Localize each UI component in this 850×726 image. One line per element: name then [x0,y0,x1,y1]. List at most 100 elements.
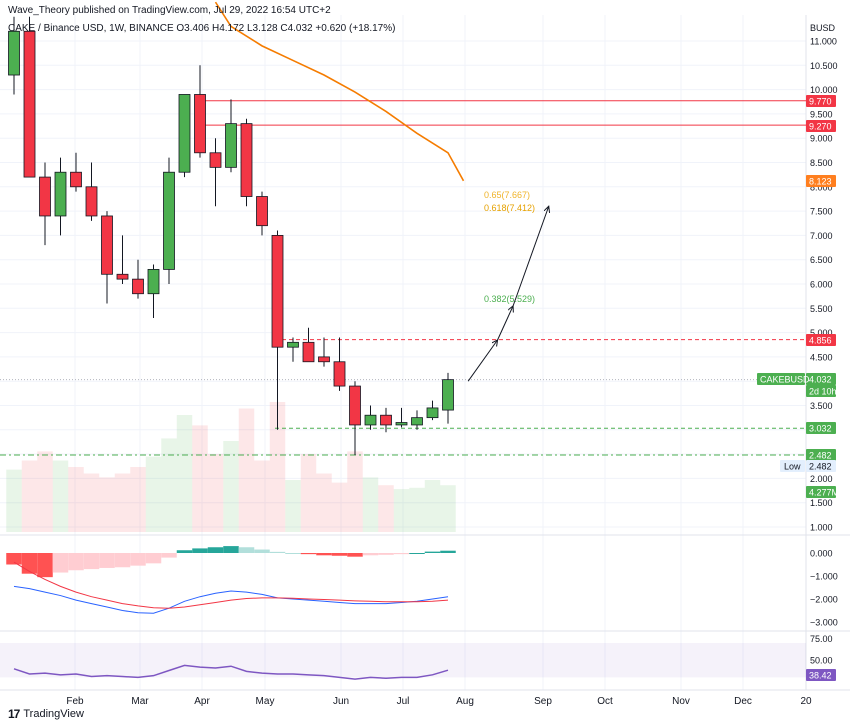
ticker-tag-text: CAKEBUSD [760,375,810,385]
price-label-box [806,669,836,681]
volume-bar [207,454,224,532]
price-label-box [806,422,836,434]
price-label-text: 2d 10h [809,387,837,397]
price-tick-label: 9.000 [810,134,833,144]
price-grid [0,15,850,691]
macd-histogram-bar [161,553,177,558]
price-tick-label: 4.500 [810,352,833,362]
candle-body [147,269,160,295]
rsi-band [0,643,806,678]
brand-name: TradingView [23,708,84,720]
candlestick-series [8,16,454,456]
candle-body [70,171,82,188]
price-tick-label: 2.000 [810,474,833,484]
candle-body [240,123,253,197]
volume-bar [409,487,425,532]
candle-body [132,278,144,295]
tradingview-logo-icon: 17 [8,707,20,721]
price-label-box [806,95,836,107]
price-axis[interactable]: BUSD 11.000 10.500 10.000 9.500 9.000 8.500 8.0… [810,23,838,666]
price-tick-label: 3.500 [810,401,833,411]
month-tick-label: Nov [672,696,690,707]
macd-histogram-bar [424,551,441,553]
macd-histogram-bar [145,553,162,564]
moving-average [214,1,465,182]
volume-bar [161,438,177,532]
volume-area [6,402,456,532]
macd-histogram-bar [6,553,22,565]
volume-bar [440,485,456,532]
macd-histogram-bar [21,553,38,574]
volume-bar [21,460,38,532]
volume-bar [347,451,363,532]
candle-body [395,422,408,426]
volume-bar [424,480,441,532]
price-label-text: 9.270 [809,122,832,132]
macd-histogram-bar [378,553,394,555]
axis-currency-label: BUSD [810,23,836,33]
candle-body [271,234,284,348]
price-tick-label: 9.500 [810,109,833,119]
candle-body [39,176,51,217]
symbol-ohlc-line: CAKE / Binance USD, 1W, BINANCE O3.406 H… [8,23,396,34]
macd-histogram-bar [207,547,224,553]
month-tick-label: May [256,696,275,707]
macd-histogram-bar [409,553,425,554]
price-label-text: 38.42 [809,671,832,681]
price-label-text: 8.123 [809,177,832,187]
volume-bar [37,451,53,532]
macd-tick-label: 0.000 [810,549,833,559]
macd-histogram-bar [347,553,363,557]
month-tick-label: Aug [456,696,474,707]
candle-body [333,361,346,387]
volume-bar [192,425,208,532]
price-tick-label: 10.000 [810,85,838,95]
macd-histogram-bar [37,553,53,578]
volume-bar [6,469,22,532]
month-tick-label: Sep [534,696,552,707]
month-tick-label: Jul [397,696,410,707]
volume-bar [223,441,239,532]
macd-histogram-bar [223,546,239,553]
fib-label: 0.382(5.529) [484,294,535,304]
price-tick-label: 8.500 [810,158,833,168]
price-tick-label: 10.500 [810,61,838,71]
macd-histogram-bar [99,553,115,568]
macd-histogram-bar [176,550,193,553]
volume-bar [83,473,100,532]
macd-histogram-bar [362,553,379,556]
macd-histogram-bar [83,553,100,570]
price-tick-label: 6.000 [810,280,833,290]
price-tick-label: 5.500 [810,304,833,314]
macd-tick-label: −2.000 [810,595,838,605]
price-tick-label: 1.500 [810,498,833,508]
volume-bar [300,454,317,532]
price-label-text: 4.856 [809,336,832,346]
rsi-pane [0,643,806,680]
macd-tick-label: −3.000 [810,618,838,628]
rsi-tick-label: 75.00 [810,634,833,644]
projection-arrow [512,206,549,307]
macd-histogram-bar [269,551,286,553]
month-tick-label: Feb [66,696,84,707]
price-label-box [806,460,836,472]
price-tick-label: 7.000 [810,231,833,241]
price-label-text: 4.277M [809,488,839,498]
candle-body [442,379,454,411]
tradingview-brand[interactable]: 17 TradingView [8,707,84,721]
signal-line [13,561,449,609]
macd-histogram-bar [52,553,69,573]
projection-arrows [467,206,549,382]
time-axis[interactable]: Feb Mar Apr May Jun Jul Aug Sep Oct Nov Dec 20 [66,696,812,707]
candle-body [318,356,330,363]
price-label-box [806,175,836,187]
macd-histogram-bar [68,553,84,571]
rsi-line [13,664,449,680]
price-label-text: 2.482 [809,462,832,472]
volume-bar [176,415,193,532]
volume-bar [145,456,162,532]
macd-histogram-bar [238,547,255,553]
price-label-box [806,449,836,461]
candle-body [380,414,392,426]
